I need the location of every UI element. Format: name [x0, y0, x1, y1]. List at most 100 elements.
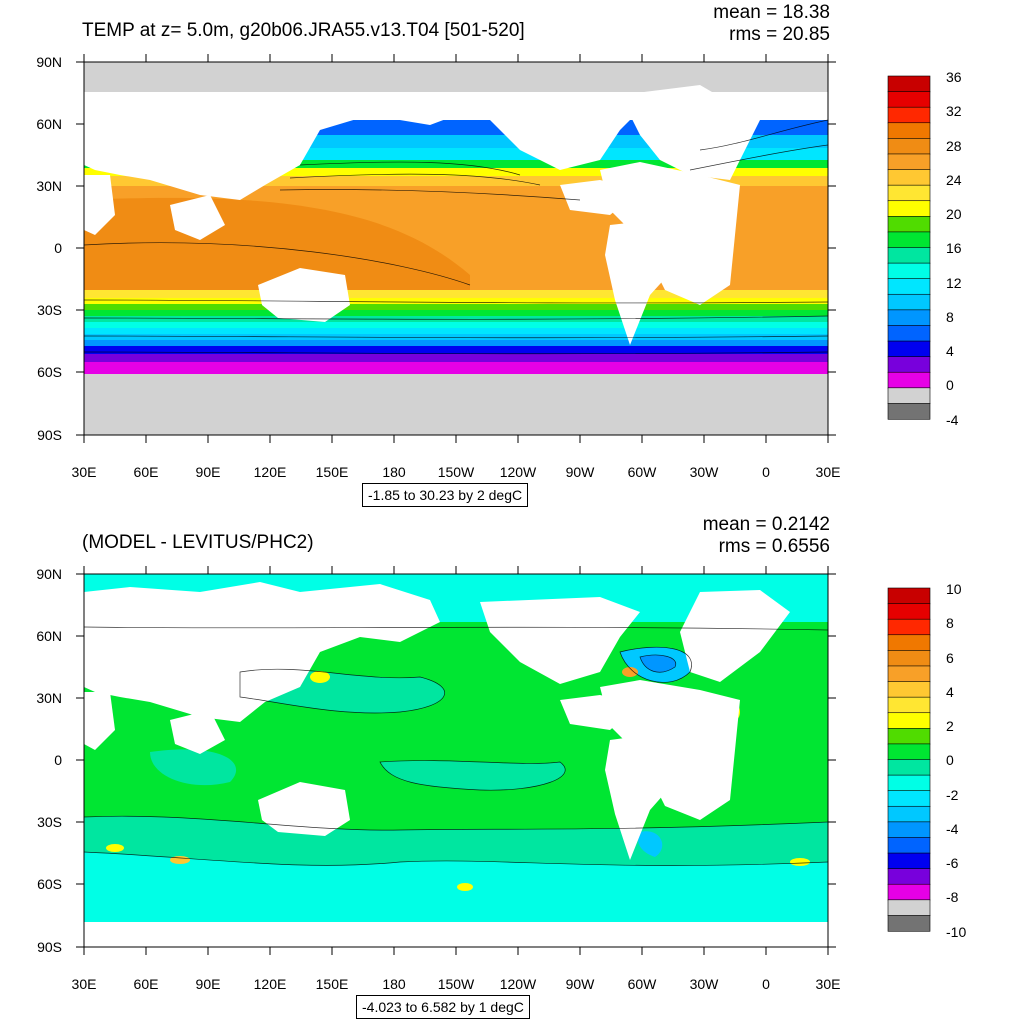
colorbar-cell	[887, 387, 931, 405]
lat-label: 0	[54, 240, 62, 256]
colorbar-label: 2	[946, 718, 954, 734]
mean-stat: mean = 0.2142	[702, 514, 830, 535]
colorbar-label: 0	[946, 377, 954, 393]
colorbar-label: 20	[946, 206, 962, 222]
colorbar-cell	[887, 106, 931, 124]
colorbar-cell	[887, 899, 931, 917]
lon-labels: 30E 60E 90E 120E 150E 180 150W 120W 90W …	[72, 464, 841, 480]
colorbar-cell	[887, 603, 931, 620]
lat-label: 30S	[37, 302, 62, 318]
lon-label: 180	[382, 464, 406, 480]
mean-stat: mean = 18.38	[713, 2, 830, 23]
colorbar-cell	[887, 618, 931, 636]
colorbar-cell	[887, 91, 931, 108]
colorbar-cells	[887, 587, 931, 932]
colorbar-label: 10	[946, 581, 962, 597]
colorbar-cell	[887, 200, 931, 217]
colorbar-cell	[887, 665, 931, 683]
colorbar-cell	[887, 278, 931, 295]
colorbar-cell	[887, 247, 931, 264]
lat-label: 60N	[36, 116, 62, 132]
lat-label: 30N	[36, 690, 62, 706]
lon-label: 90W	[566, 976, 596, 992]
colorbar-cells	[887, 75, 931, 420]
colorbar-cell	[887, 681, 931, 698]
map-title: TEMP at z= 5.0m, g20b06.JRA55.v13.T04 [5…	[82, 20, 525, 41]
colorbar-cell	[887, 774, 931, 792]
difference-map: 90N 60N 30N 0 30S 60S 90S 30E 60E 90E 12…	[36, 566, 966, 992]
lat-ticks	[76, 61, 836, 436]
lon-label: 30E	[72, 976, 97, 992]
lon-label: 150E	[316, 976, 349, 992]
lon-labels: 30E 60E 90E 120E 150E 180 150W 120W 90W …	[72, 976, 841, 992]
temperature-map-panel: TEMP at z= 5.0m, g20b06.JRA55.v13.T04 [5…	[36, 2, 962, 507]
lon-ticks	[83, 54, 829, 443]
colorbar-label: 32	[946, 103, 962, 119]
contour-range-label: -4.023 to 6.582 by 1 degC	[356, 995, 530, 1019]
lon-label: 90W	[566, 464, 596, 480]
lat-label: 90S	[37, 939, 62, 955]
lon-label: 60W	[628, 464, 658, 480]
lon-label: 60W	[628, 976, 658, 992]
lat-label: 90S	[37, 427, 62, 443]
lon-label: 60E	[134, 976, 159, 992]
colorbar-cell	[887, 293, 931, 311]
colorbar-labels: 10 8 6 4 2 0 -2 -4 -6 -8 -10	[946, 581, 966, 940]
rms-stat: rms = 0.6556	[718, 536, 830, 557]
colorbar-cell	[887, 743, 931, 761]
colorbar-cell	[887, 712, 931, 729]
colorbar-label: 24	[946, 172, 962, 188]
lon-label: 30E	[816, 464, 841, 480]
lat-label: 60S	[37, 364, 62, 380]
colorbar-cell	[887, 153, 931, 171]
colorbar-cell	[887, 696, 931, 714]
colorbar-cell	[887, 403, 931, 420]
colorbar-cell	[887, 122, 931, 139]
lon-label: 180	[382, 976, 406, 992]
colorbar-cell	[887, 356, 931, 373]
colorbar-cell	[887, 309, 931, 327]
colorbar-label: -8	[946, 889, 959, 905]
colorbar-cell	[887, 634, 931, 651]
colorbar-label: 0	[946, 752, 954, 768]
colorbar-cell	[887, 728, 931, 745]
lon-label: 120E	[254, 464, 287, 480]
lat-ticks	[76, 573, 836, 948]
colorbar-label: 4	[946, 343, 954, 359]
colorbar-cell	[887, 138, 931, 155]
lon-label: 30E	[72, 464, 97, 480]
colorbar-cell	[887, 216, 931, 233]
colorbar-cell	[887, 790, 931, 807]
colorbar-cell	[887, 868, 931, 885]
lat-label: 30N	[36, 178, 62, 194]
colorbar-cell	[887, 75, 931, 93]
lon-label: 30W	[690, 464, 720, 480]
lon-label: 60E	[134, 464, 159, 480]
colorbar-label: -4	[946, 412, 959, 428]
contour-range-label: -1.85 to 30.23 by 2 degC	[362, 483, 529, 507]
colorbar-labels: 36 32 28 24 20 16 12 8 4 0 -4	[946, 69, 962, 428]
colorbar-label: -4	[946, 821, 959, 837]
lon-label: 120W	[500, 976, 537, 992]
lat-label: 90N	[36, 566, 62, 582]
lon-label: 150W	[438, 464, 475, 480]
colorbar: 36 32 28 24 20 16 12 8 4 0 -4	[887, 69, 962, 428]
lat-label: 60N	[36, 628, 62, 644]
lon-label: 90E	[196, 464, 221, 480]
colorbar-label: 16	[946, 240, 962, 256]
lon-label: 90E	[196, 976, 221, 992]
colorbar-cell	[887, 340, 931, 358]
lat-label: 0	[54, 752, 62, 768]
map-title: (MODEL - LEVITUS/PHC2)	[82, 532, 314, 553]
colorbar-cell	[887, 169, 931, 186]
colorbar-label: 36	[946, 69, 962, 85]
lon-label: 120W	[500, 464, 537, 480]
colorbar-cell	[887, 915, 931, 932]
colorbar-cell	[887, 650, 931, 667]
temperature-field	[84, 62, 828, 435]
lon-label: 150E	[316, 464, 349, 480]
temperature-map: 90N 60N 30N 0 30S 60S 90S 30E 60E 90E 12…	[36, 54, 962, 480]
colorbar-label: 28	[946, 138, 962, 154]
colorbar-cell	[887, 837, 931, 854]
colorbar-label: 8	[946, 615, 954, 631]
